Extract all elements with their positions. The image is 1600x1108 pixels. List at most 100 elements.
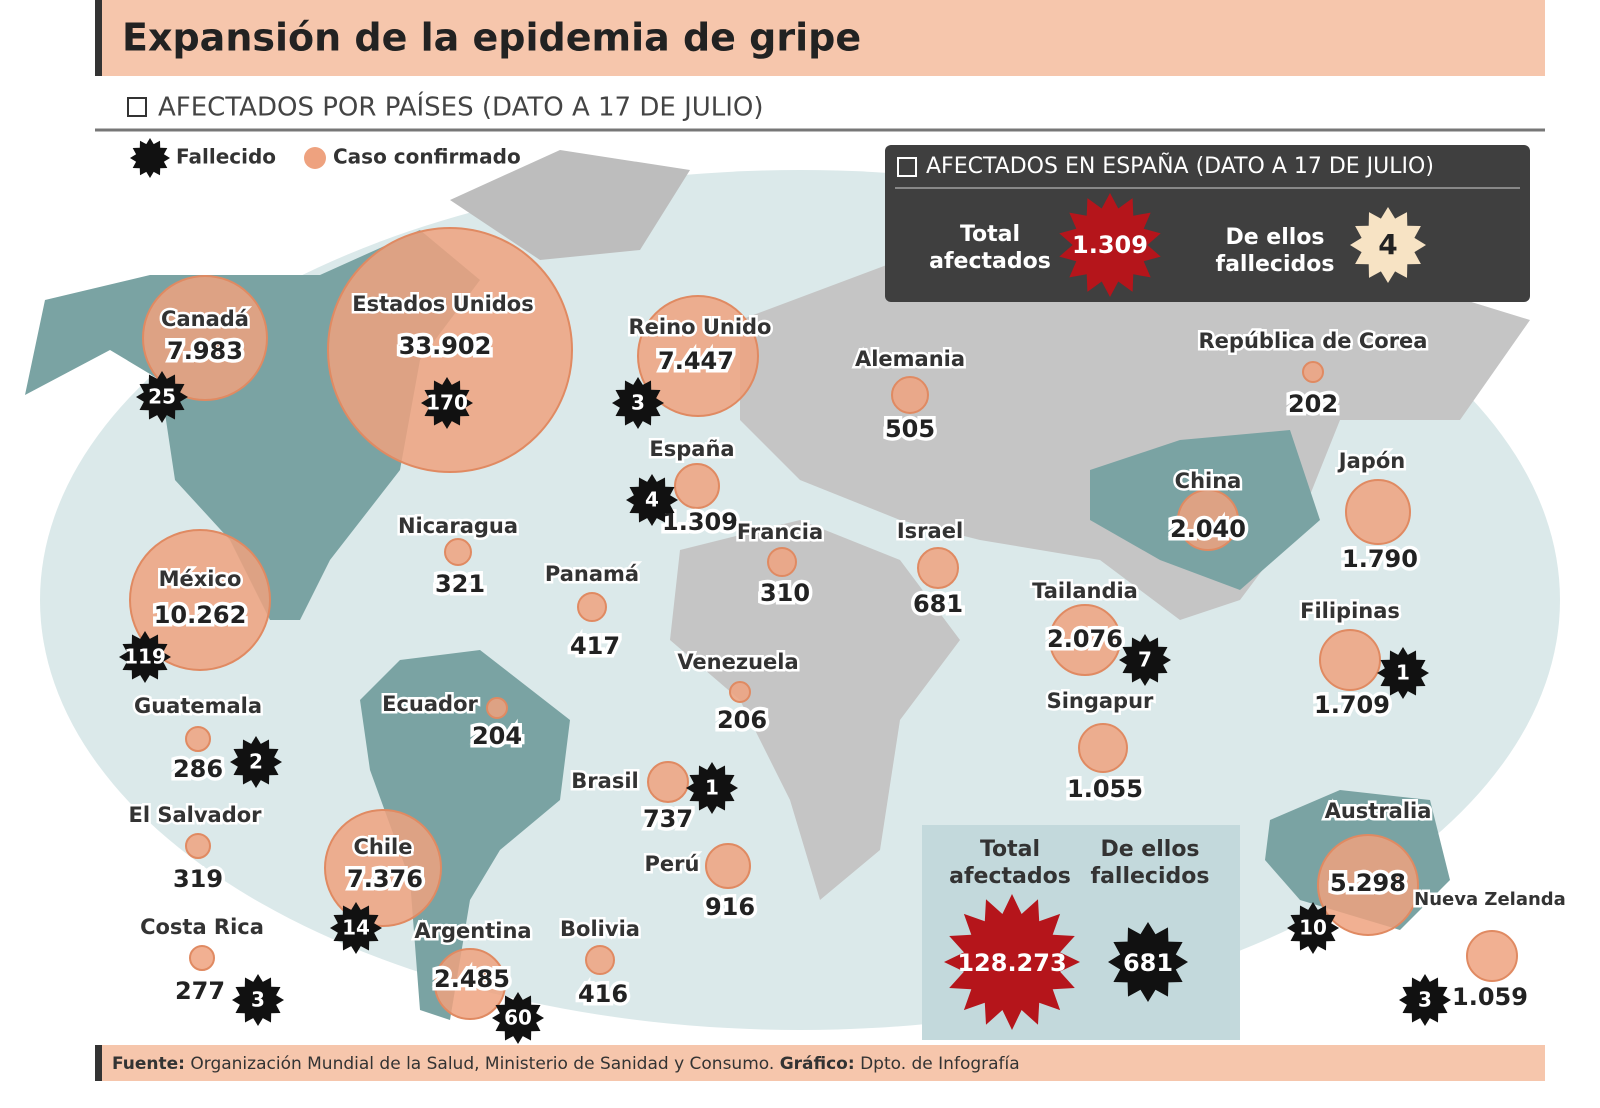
case-count: 204: [472, 722, 522, 750]
case-count: 417: [570, 632, 620, 660]
spain-deaths-mark: [1350, 207, 1426, 283]
case-count: 10.262: [154, 601, 247, 629]
death-count: 60: [504, 1006, 532, 1030]
icon: [897, 157, 917, 177]
world-deaths: 681: [1123, 949, 1173, 977]
legend-label: Fallecido: [176, 145, 276, 169]
death-count: 1: [1396, 661, 1410, 685]
death-count: 7: [1138, 648, 1152, 672]
case-circle: [729, 681, 751, 703]
death-mark: [492, 992, 544, 1044]
case-count: 1.055: [1067, 775, 1143, 803]
country-name: Estados Unidos: [352, 292, 533, 316]
death-mark: [1119, 634, 1171, 686]
country-name: Japón: [1337, 449, 1405, 473]
case-count: 737: [643, 805, 693, 833]
death-count: 10: [1299, 916, 1327, 940]
case-count: 505: [885, 415, 935, 443]
country-name: Costa Rica: [140, 915, 264, 939]
case-circle: [637, 295, 759, 417]
country-name: Ecuador: [382, 692, 478, 716]
case-count: 277: [175, 977, 225, 1005]
case-circle: [1049, 604, 1121, 676]
legend-case-icon: [304, 147, 326, 169]
country-name: México: [159, 567, 242, 591]
case-count: 7.983: [167, 337, 243, 365]
death-mark: [686, 762, 738, 814]
death-count: 14: [342, 916, 370, 940]
death-mark: [612, 377, 664, 429]
africa: [670, 520, 960, 900]
country-name: España: [649, 437, 734, 461]
death-count: 3: [631, 391, 645, 415]
case-circle: [1466, 930, 1518, 982]
death-mark: [626, 474, 678, 526]
country-name: Venezuela: [677, 650, 798, 674]
death-mark: [119, 631, 171, 683]
total-label: afectados: [929, 249, 1051, 274]
case-count: 286: [173, 755, 223, 783]
death-mark: [1377, 647, 1429, 699]
deaths-label: fallecidos: [1091, 864, 1210, 889]
case-circle: [577, 592, 607, 622]
case-count: 310: [760, 579, 810, 607]
case-count: 681: [913, 590, 963, 618]
eurasia: [740, 250, 1530, 620]
graphic-label: Gráfico:: [780, 1054, 855, 1074]
case-count: 7.376: [347, 865, 423, 893]
death-count: 2: [249, 750, 263, 774]
world-deaths-mark: [1108, 922, 1188, 1002]
death-count: 170: [426, 391, 468, 415]
case-circle: [891, 376, 929, 414]
deaths-label: De ellos: [1100, 837, 1199, 862]
case-circle: [189, 945, 215, 971]
case-count: 5.298: [1330, 869, 1406, 897]
case-circle: [1302, 361, 1324, 383]
country-name: República de Corea: [1199, 329, 1428, 353]
case-circle: [185, 726, 211, 752]
labels-layer: Canadá 7.983 Estados Unidos 33.902 México 10.…: [126, 290, 1568, 1015]
case-circle: [917, 547, 959, 589]
country-name: Nicaragua: [398, 514, 518, 538]
country-name: Guatemala: [134, 694, 262, 718]
case-count: 202: [1288, 390, 1338, 418]
source-bar: [95, 1045, 1545, 1081]
spain-total-mark: [1059, 193, 1161, 297]
death-mark: [421, 377, 473, 429]
death-mark: [136, 371, 188, 423]
case-circle: [142, 275, 268, 401]
case-circle: [185, 833, 211, 859]
country-name: Nueva Zelanda: [1414, 889, 1566, 910]
case-circle: [674, 463, 720, 509]
death-count: 3: [1418, 988, 1432, 1012]
graphic-text: Dpto. de Infografía: [860, 1054, 1020, 1074]
spain-deaths: 4: [1378, 228, 1397, 261]
case-count: 321: [435, 570, 485, 598]
case-count: 2.076: [1047, 625, 1123, 653]
country-name: Argentina: [414, 919, 531, 943]
death-count: 4: [645, 488, 659, 512]
country-name: Reino Unido: [629, 315, 772, 339]
source-label: Fuente:: [112, 1054, 185, 1074]
country-name: Tailandia: [1032, 579, 1138, 603]
case-circle: [486, 697, 508, 719]
case-circle: [327, 227, 573, 473]
case-count: 416: [578, 980, 628, 1008]
death-mark: [230, 736, 282, 788]
deaths-label: De ellos: [1225, 225, 1324, 250]
death-mark: [330, 902, 382, 954]
case-count: 206: [717, 706, 767, 734]
country-name: Francia: [737, 520, 823, 544]
south-america: [360, 650, 570, 1020]
case-count: 7.447: [658, 347, 734, 375]
country-name: Bolivia: [560, 917, 640, 941]
case-circle: [1317, 834, 1419, 936]
country-name: Chile: [353, 835, 412, 859]
source: Fuente: Organización Mundial de la Salud…: [112, 1054, 1020, 1074]
country-name: Perú: [645, 852, 700, 876]
case-circle: [129, 529, 271, 671]
death-count: 25: [148, 385, 176, 409]
cases-layer: [129, 227, 1518, 1020]
case-count: 1.709: [1314, 691, 1390, 719]
